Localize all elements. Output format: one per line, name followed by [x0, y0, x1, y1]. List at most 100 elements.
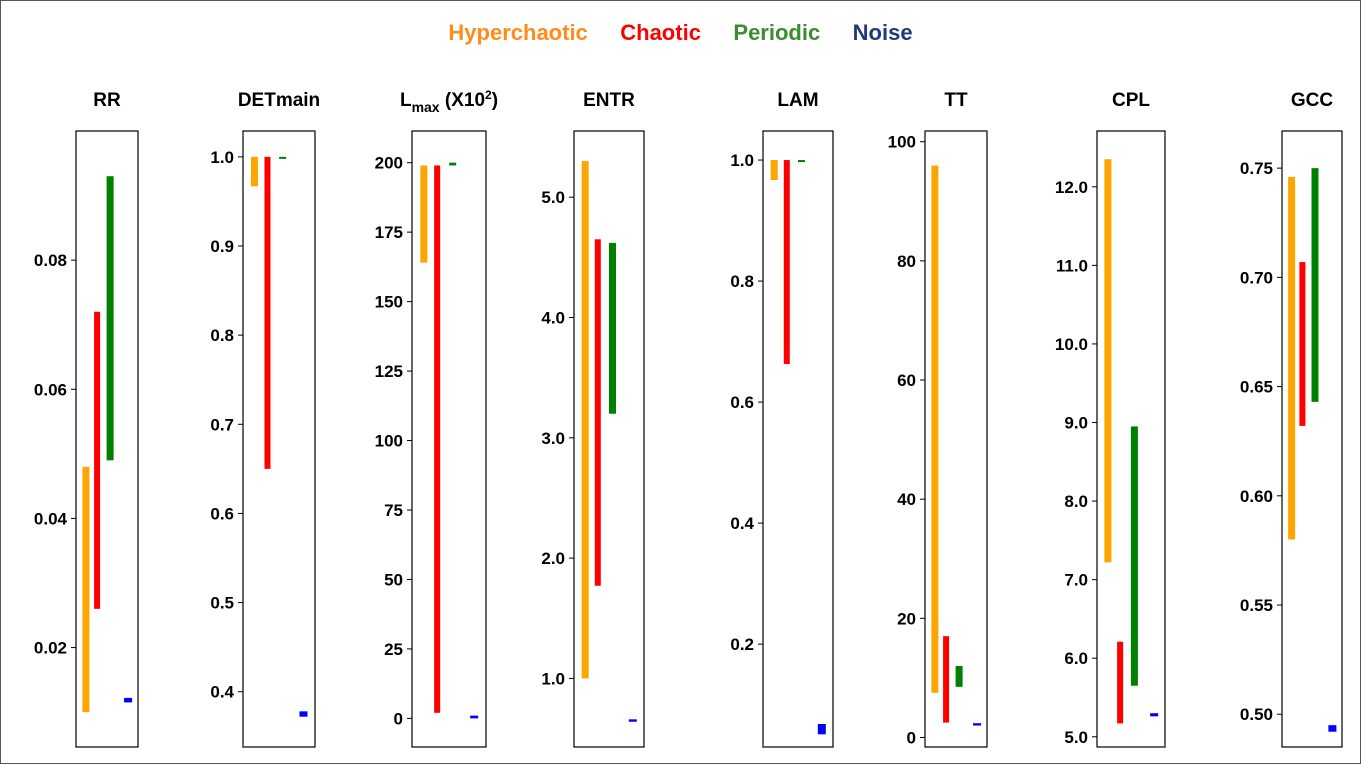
- range-bar-noise: [124, 697, 133, 703]
- y-tick-label: 0.5: [210, 594, 234, 613]
- panel-frame: [242, 130, 316, 748]
- y-tick-label: 0: [907, 728, 916, 747]
- y-tick-label: 0.8: [730, 272, 754, 291]
- panel-title: ENTR: [583, 90, 635, 111]
- range-bar-hyperchaotic: [251, 156, 259, 187]
- y-tick-label: 0.2: [730, 635, 754, 654]
- y-tick-label: 0.9: [210, 237, 234, 256]
- panel-frame: [1096, 130, 1166, 748]
- range-bar-chaotic: [1299, 262, 1306, 426]
- range-bar-noise: [470, 715, 479, 719]
- panel-title: RR: [93, 90, 121, 111]
- range-bar-noise: [1150, 713, 1159, 717]
- y-tick-label: 0: [394, 709, 403, 728]
- y-tick-label: 5.0: [541, 188, 565, 207]
- range-bar-hyperchaotic: [420, 165, 428, 263]
- range-bar-hyperchaotic: [931, 165, 939, 693]
- panel-title: DETmain: [238, 90, 320, 111]
- y-tick-label: 0.75: [1240, 159, 1273, 178]
- y-tick-label: 175: [375, 223, 403, 242]
- panel-title: Lmax (X102): [400, 88, 498, 115]
- y-tick-label: 1.0: [730, 151, 754, 170]
- range-bar-hyperchaotic: [770, 160, 778, 181]
- range-bar-periodic: [449, 162, 457, 166]
- range-bar-chaotic: [434, 165, 441, 713]
- range-bar-periodic: [609, 242, 616, 414]
- y-tick-label: 9.0: [1064, 414, 1088, 433]
- range-bar-hyperchaotic: [1104, 159, 1112, 563]
- y-tick-label: 100: [888, 133, 916, 152]
- y-tick-label: 20: [897, 609, 916, 628]
- y-tick-label: 3.0: [541, 429, 565, 448]
- range-bar-chaotic: [783, 160, 790, 364]
- y-tick-label: 0.50: [1240, 705, 1273, 724]
- y-tick-label: 10.0: [1055, 335, 1088, 354]
- y-tick-label: 0.08: [34, 251, 67, 270]
- y-tick-label: 5.0: [1064, 728, 1088, 747]
- y-tick-label: 0.4: [210, 683, 234, 702]
- y-tick-label: 50: [384, 570, 403, 589]
- range-bar-periodic: [279, 156, 287, 159]
- panel-frame: [924, 130, 988, 748]
- y-tick-label: 60: [897, 371, 916, 390]
- range-bar-noise: [817, 724, 826, 735]
- y-tick-label: 12.0: [1055, 178, 1088, 197]
- panel-title: LAM: [777, 90, 818, 111]
- range-bar-hyperchaotic: [581, 161, 589, 679]
- y-tick-label: 0.70: [1240, 268, 1273, 287]
- legend-periodic: Periodic: [733, 20, 821, 45]
- panel-frame: [573, 130, 645, 748]
- y-tick-label: 200: [375, 154, 403, 173]
- y-tick-label: 1.0: [210, 148, 234, 167]
- range-bar-noise: [1328, 725, 1337, 732]
- y-tick-label: 1.0: [541, 669, 565, 688]
- range-bar-chaotic: [594, 239, 601, 586]
- range-bar-hyperchaotic: [82, 466, 90, 713]
- panel-frame: [1281, 130, 1343, 748]
- y-tick-label: 0.65: [1240, 378, 1273, 397]
- y-tick-label: 0.6: [210, 504, 234, 523]
- y-tick-label: 2.0: [541, 549, 565, 568]
- panel-frame: [411, 130, 487, 748]
- range-bar-periodic: [955, 665, 963, 687]
- range-bar-hyperchaotic: [1288, 176, 1296, 540]
- range-bar-periodic: [106, 176, 114, 461]
- y-tick-label: 0.7: [210, 415, 234, 434]
- range-bar-noise: [299, 711, 308, 717]
- range-bar-chaotic: [943, 636, 950, 723]
- range-bar-chaotic: [264, 156, 271, 469]
- y-tick-label: 0.60: [1240, 487, 1273, 506]
- y-tick-label: 40: [897, 490, 916, 509]
- range-bar-periodic: [1311, 168, 1319, 402]
- y-tick-label: 125: [375, 362, 403, 381]
- range-bar-noise: [628, 719, 637, 722]
- legend: Hyperchaotic Chaotic Periodic Noise: [0, 20, 1361, 46]
- range-bar-periodic: [798, 160, 805, 163]
- y-tick-label: 0.55: [1240, 596, 1273, 615]
- range-bar-chaotic: [94, 311, 101, 609]
- legend-noise: Noise: [852, 20, 913, 45]
- panel-frame: [75, 130, 139, 748]
- y-tick-label: 11.0: [1056, 256, 1088, 275]
- y-tick-label: 0.06: [34, 380, 67, 399]
- y-tick-label: 75: [384, 501, 403, 520]
- y-tick-label: 0.02: [34, 639, 67, 658]
- range-bar-chaotic: [1117, 641, 1124, 724]
- y-tick-label: 0.04: [34, 509, 68, 528]
- y-tick-label: 4.0: [541, 308, 565, 327]
- panel-frame: [762, 130, 834, 748]
- panel-title: GCC: [1291, 90, 1334, 111]
- legend-chaotic: Chaotic: [620, 20, 701, 45]
- y-tick-label: 0.6: [730, 393, 754, 412]
- y-tick-label: 7.0: [1064, 571, 1088, 590]
- y-tick-label: 6.0: [1064, 649, 1088, 668]
- y-tick-label: 80: [897, 252, 916, 271]
- y-tick-label: 0.4: [730, 514, 754, 533]
- y-tick-label: 8.0: [1064, 492, 1088, 511]
- y-tick-label: 25: [384, 640, 403, 659]
- range-bar-noise: [973, 723, 982, 726]
- panel-title: CPL: [1112, 90, 1150, 111]
- y-tick-label: 0.8: [210, 326, 234, 345]
- y-tick-label: 100: [375, 432, 403, 451]
